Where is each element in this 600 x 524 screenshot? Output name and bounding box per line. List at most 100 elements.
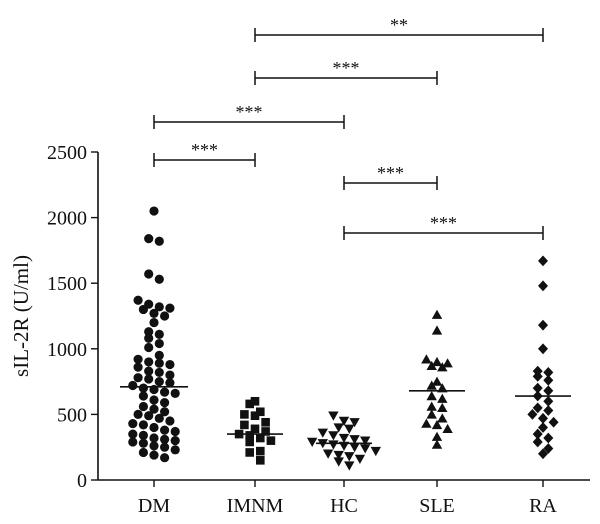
axes: 0 500 1000 1500 2000 2500 DM IMNM HC SLE RA (47, 142, 590, 517)
data-point-dm (149, 422, 159, 433)
data-point-dm (144, 233, 154, 244)
data-point-dm (154, 358, 164, 368)
data-point-dm (138, 447, 148, 458)
data-point-hc (360, 444, 371, 454)
y-tick-label-0: 0 (77, 470, 87, 492)
data-point-ra (543, 367, 554, 378)
data-point-dm (149, 206, 159, 216)
data-point-imnm (256, 456, 265, 465)
data-point-hc (338, 416, 350, 426)
data-point-dm (160, 311, 170, 321)
data-point-ra (532, 382, 543, 394)
data-point-dm (170, 426, 180, 437)
data-point-ra (532, 402, 543, 414)
data-point-dm (133, 409, 143, 419)
data-point-dm (144, 357, 154, 367)
data-point-dm (154, 236, 164, 246)
data-point-dm (149, 395, 159, 405)
data-point-dm (160, 387, 170, 397)
data-point-dm (128, 437, 138, 447)
data-point-imnm (256, 407, 265, 417)
data-point-dm (138, 383, 148, 393)
x-tick-label-imnm: IMNM (227, 495, 284, 517)
data-point-dm (149, 308, 159, 318)
data-point-dm (149, 441, 159, 451)
significance-label: *** (377, 163, 404, 183)
data-point-dm (128, 418, 138, 429)
x-tick-label-hc: HC (330, 495, 358, 517)
data-point-ra (532, 370, 543, 382)
data-point-dm (144, 366, 154, 376)
data-point-dm (133, 354, 143, 364)
significance-label: *** (430, 213, 457, 233)
data-point-dm (128, 380, 138, 391)
data-point-dm (138, 401, 148, 412)
data-point-ra (538, 412, 548, 424)
data-point-dm (149, 317, 159, 328)
significance-label: ** (390, 15, 408, 35)
data-point-imnm (261, 417, 270, 427)
data-point-dm (154, 302, 164, 312)
significance-bracket-dm-hc: *** (153, 102, 345, 129)
y-tick-label-1000: 1000 (47, 339, 87, 361)
data-point-sle (437, 402, 448, 413)
data-point-hc (338, 433, 350, 444)
data-point-hc (344, 424, 355, 434)
data-point-ra (538, 448, 548, 460)
data-point-dm (144, 333, 154, 343)
data-point-sle (426, 391, 437, 401)
data-point-sle (431, 439, 443, 449)
data-point-sle (431, 356, 443, 367)
significance-bracket-hc-sle: *** (343, 163, 438, 190)
data-point-hc (317, 428, 328, 438)
median-lines (120, 386, 571, 445)
data-point-hc (360, 436, 371, 446)
data-point-dm (154, 329, 164, 339)
data-point-imnm (245, 437, 254, 447)
data-point-dm (160, 407, 170, 417)
data-point-ra (543, 443, 554, 454)
data-point-sle (437, 393, 448, 403)
data-point-sle (442, 423, 453, 434)
data-point-hc (333, 450, 344, 461)
data-point-dm (170, 388, 180, 399)
data-point-imnm (245, 399, 254, 409)
data-point-sle (431, 431, 443, 441)
data-point-dm (149, 404, 159, 414)
data-point-ra (527, 409, 538, 420)
data-point-dm (133, 362, 143, 372)
data-point-ra (538, 255, 548, 267)
data-point-sle (431, 325, 443, 335)
significance-label: *** (333, 58, 360, 78)
significance-bracket-imnm-sle: *** (254, 58, 438, 85)
data-point-sle (426, 409, 437, 419)
data-point-imnm (240, 420, 249, 430)
data-point-sle (431, 309, 443, 319)
significance-bracket-dm-imnm: *** (153, 140, 256, 167)
data-point-hc (349, 435, 360, 445)
data-point-dm (165, 416, 175, 426)
data-point-sle (421, 354, 432, 364)
data-point-dm (170, 445, 180, 455)
data-point-imnm (245, 448, 254, 457)
data-point-imnm (240, 410, 249, 419)
data-point-dm (149, 433, 159, 443)
data-point-ra (532, 428, 543, 440)
data-point-hc (328, 431, 339, 441)
data-point-dm (160, 453, 170, 463)
data-point-dm (160, 425, 170, 435)
data-point-dm (144, 374, 154, 384)
data-point-hc (333, 423, 344, 433)
data-point-dm (154, 350, 164, 360)
data-point-dm (165, 359, 175, 370)
data-point-imnm (250, 424, 260, 434)
data-point-ra (538, 280, 548, 292)
data-point-ra (543, 395, 554, 407)
significance-label: *** (236, 102, 263, 122)
data-point-sle (426, 360, 437, 371)
data-point-dm (144, 342, 154, 353)
data-point-dm (165, 303, 175, 313)
y-tick-label-1500: 1500 (47, 273, 87, 295)
x-tick-label-dm: DM (138, 495, 170, 517)
data-point-ra (538, 319, 548, 331)
